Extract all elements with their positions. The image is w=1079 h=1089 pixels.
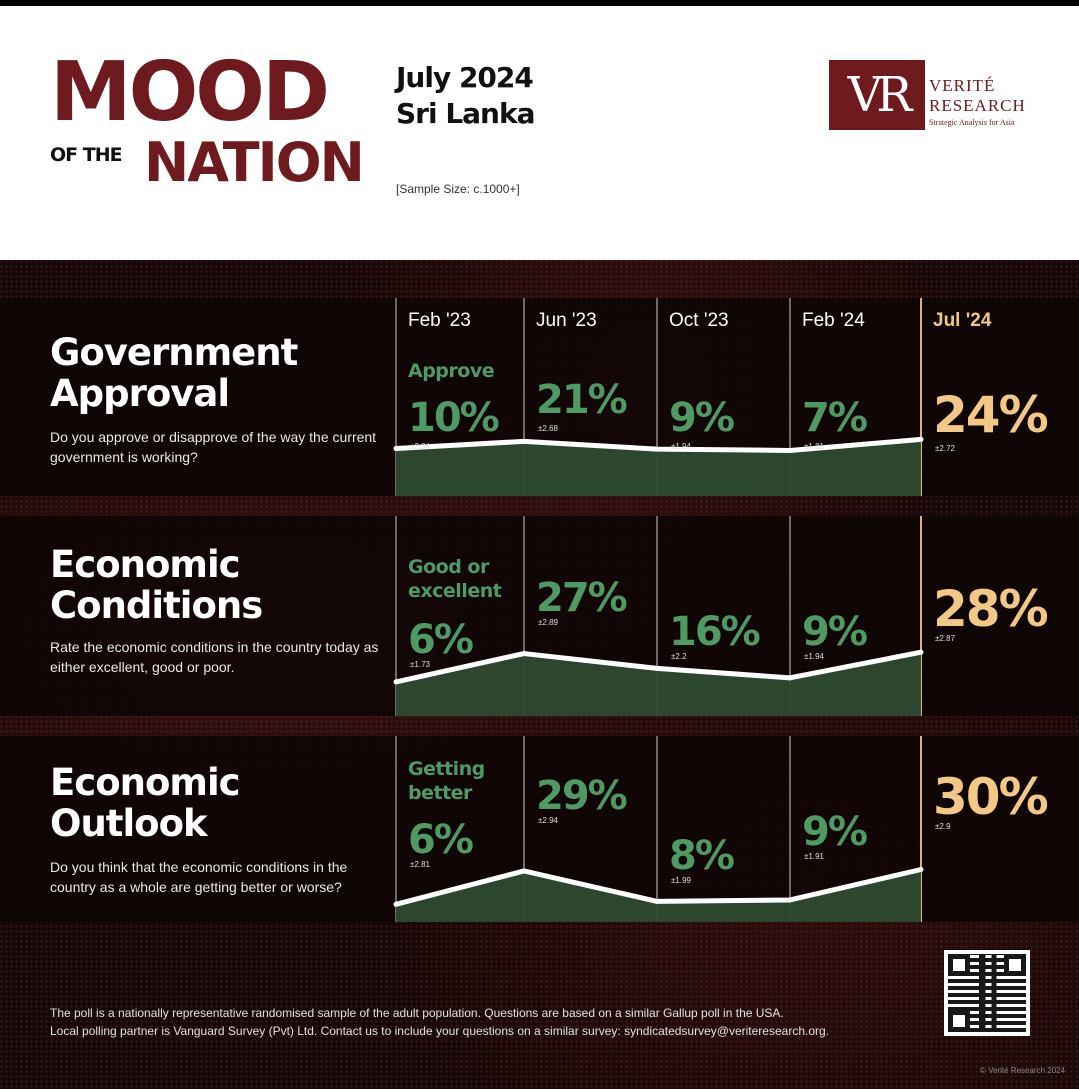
margin-of-error: ±2.81 xyxy=(410,860,430,869)
brand-name-line1: VERITÉ xyxy=(929,76,996,95)
period-label: Feb '24 xyxy=(802,310,865,331)
qr-code-icon[interactable] xyxy=(944,950,1030,1036)
data-label: 30% xyxy=(933,768,1049,826)
metric-label-line1: Approve xyxy=(408,360,495,382)
section-title-economic-conditions: Economic Conditions xyxy=(50,543,263,628)
metric-label: Approve xyxy=(408,360,495,384)
qr-corner xyxy=(948,954,970,976)
qr-corner xyxy=(1004,954,1026,976)
period-label: Oct '23 xyxy=(669,310,729,331)
section-title-government-approval: Government Approval xyxy=(50,331,298,416)
margin-of-error: ±1.94 xyxy=(804,652,824,661)
section-question: Do you approve or disapprove of the way … xyxy=(50,429,377,465)
section-title-line2: Approval xyxy=(50,372,230,416)
data-label: 16% xyxy=(669,609,761,655)
period-label: Jul '24 xyxy=(933,310,992,331)
data-point xyxy=(787,447,793,453)
section-title-economic-outlook: Economic Outlook xyxy=(50,761,241,846)
data-point xyxy=(393,679,399,685)
data-label: 27% xyxy=(536,575,628,621)
data-label: 9% xyxy=(802,809,868,855)
data-point xyxy=(654,898,660,904)
area-fill xyxy=(396,869,921,922)
data-point xyxy=(787,675,793,681)
data-label: 8% xyxy=(669,833,735,879)
logo-of-the: OF THE xyxy=(50,144,123,166)
metric-label-line2: excellent xyxy=(408,579,502,602)
metric-label-line1: Getting xyxy=(408,758,485,780)
margin-of-error: ±1.91 xyxy=(804,852,824,861)
section-title-line1: Government xyxy=(50,331,298,374)
data-label: 21% xyxy=(536,377,628,423)
data-label: 10% xyxy=(408,395,500,441)
logo-mood: MOOD xyxy=(50,45,330,140)
data-point xyxy=(393,901,399,907)
data-point xyxy=(787,897,793,903)
data-label: 6% xyxy=(408,617,474,663)
data-point xyxy=(521,438,527,444)
data-label: 28% xyxy=(933,580,1049,638)
header: MOOD OF THE NATION July 2024 Sri Lanka [… xyxy=(0,6,1079,260)
margin-of-error: ±1.99 xyxy=(671,876,691,885)
metric-label-line2: better xyxy=(408,781,472,804)
margin-of-error: ±2.9 xyxy=(935,822,951,831)
footer-note-line1: The poll is a nationally representative … xyxy=(50,1006,784,1020)
area-fill xyxy=(396,652,921,716)
footer-note-line2: Local polling partner is Vanguard Survey… xyxy=(50,1024,830,1038)
copyright: © Verité Research 2024 xyxy=(980,1066,1066,1075)
data-point xyxy=(393,446,399,451)
footer-note: The poll is a nationally representative … xyxy=(50,1004,930,1040)
period-label: Jun '23 xyxy=(536,310,597,331)
margin-of-error: ±1.94 xyxy=(671,442,691,451)
data-label: 9% xyxy=(802,609,868,655)
brand-logo[interactable]: VR VERITÉ RESEARCH Strategic Analysis fo… xyxy=(829,60,1039,132)
period-label: Feb '23 xyxy=(408,310,471,331)
data-point xyxy=(521,651,527,657)
qr-corner xyxy=(948,1010,970,1032)
data-label: 29% xyxy=(536,773,628,819)
metric-label: Good or excellent xyxy=(408,556,502,604)
section-question: Rate the economic conditions in the coun… xyxy=(50,639,379,675)
section-question: Do you think that the economic condition… xyxy=(50,859,348,895)
logo-nation: NATION xyxy=(144,131,365,194)
sample-size: [Sample Size: c.1000+] xyxy=(396,182,520,196)
data-label: 7% xyxy=(802,395,868,441)
area-fill xyxy=(396,439,921,496)
brand-mark: VR xyxy=(829,60,925,130)
data-point xyxy=(918,649,924,655)
margin-of-error: ±1.73 xyxy=(410,660,430,669)
margin-of-error: ±2.04 xyxy=(410,442,430,451)
margin-of-error: ±2.68 xyxy=(538,424,558,433)
data-label: 24% xyxy=(933,386,1049,444)
brand-name-line2: RESEARCH xyxy=(929,96,1026,115)
top-bar xyxy=(0,0,1079,6)
metric-label-line1: Good or xyxy=(408,556,489,578)
section-title-line1: Economic xyxy=(50,543,241,586)
metric-label: Getting better xyxy=(408,758,485,806)
margin-of-error: ±2.94 xyxy=(538,816,558,825)
data-label: 9% xyxy=(669,395,735,441)
section-title-line1: Economic xyxy=(50,761,241,804)
header-country: Sri Lanka xyxy=(396,97,536,130)
section-title-line2: Outlook xyxy=(50,802,208,846)
data-point xyxy=(654,446,660,452)
data-point xyxy=(918,867,924,872)
data-point xyxy=(918,436,924,442)
margin-of-error: ±1.81 xyxy=(804,442,824,451)
margin-of-error: ±2.89 xyxy=(538,618,558,627)
brand-tagline: Strategic Analysis for Asia xyxy=(929,118,1015,127)
qr-pattern xyxy=(948,954,1026,1032)
margin-of-error: ±2.87 xyxy=(935,634,955,643)
margin-of-error: ±2.2 xyxy=(671,652,687,661)
section-title-line2: Conditions xyxy=(50,584,263,628)
header-date: July 2024 xyxy=(396,61,534,94)
margin-of-error: ±2.72 xyxy=(935,444,955,453)
data-point xyxy=(654,665,660,671)
data-point xyxy=(521,868,527,874)
data-label: 6% xyxy=(408,817,474,863)
